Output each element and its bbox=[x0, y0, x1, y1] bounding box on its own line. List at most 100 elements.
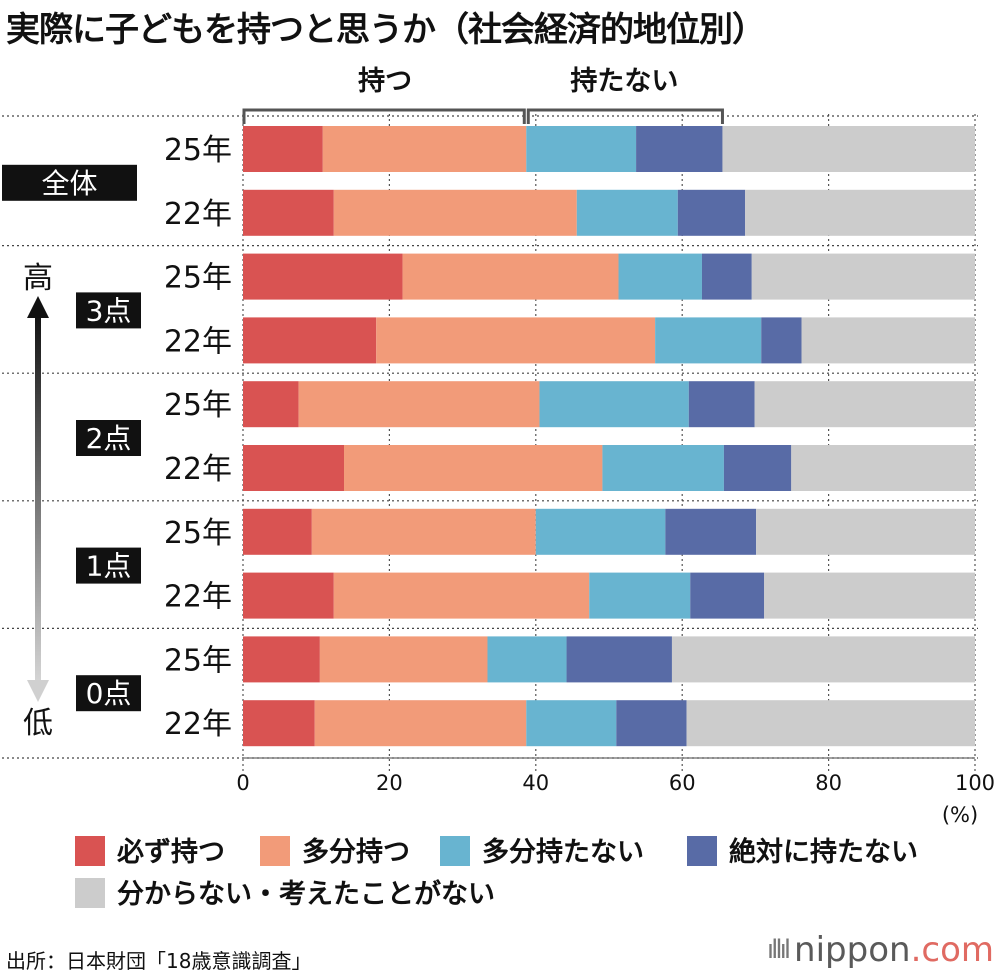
bar-segment bbox=[333, 189, 577, 236]
x-tick-label: 0 bbox=[236, 771, 249, 795]
legend-item: 分からない・考えたことがない bbox=[75, 872, 495, 911]
bar-segment bbox=[243, 508, 312, 555]
bar-segment bbox=[665, 508, 757, 555]
legend-label: 分からない・考えたことがない bbox=[117, 879, 495, 910]
bar-segment bbox=[526, 126, 637, 172]
bar-segment bbox=[243, 700, 315, 747]
legend-item: 多分持たない bbox=[440, 830, 644, 869]
bar-segment bbox=[602, 445, 724, 491]
chart-title: 実際に子どもを持つと思うか（社会経済的地位別） bbox=[6, 10, 766, 50]
bar-segment bbox=[539, 381, 689, 428]
source-note: 出所：日本財団「18歳意識調査」 bbox=[6, 949, 312, 973]
group-label: 1点 bbox=[86, 550, 132, 583]
group-label-box bbox=[76, 547, 141, 584]
year-label: 22年 bbox=[164, 707, 232, 742]
bar-segment bbox=[801, 317, 975, 364]
arrow-high-label: 高 bbox=[23, 261, 53, 296]
bar-segment bbox=[756, 508, 975, 555]
brand-suffix: .com bbox=[910, 930, 994, 970]
year-label: 25年 bbox=[164, 643, 232, 678]
year-label: 25年 bbox=[164, 516, 232, 551]
arrow-down-head bbox=[27, 680, 49, 702]
group-label-box bbox=[76, 420, 141, 456]
bar-segment bbox=[751, 253, 975, 300]
bar-segment bbox=[243, 381, 299, 428]
year-label: 22年 bbox=[164, 580, 232, 615]
sound-wave-icon: ıllıl bbox=[766, 935, 791, 965]
legend-item: 多分持つ bbox=[260, 830, 410, 869]
bar-segment bbox=[690, 572, 765, 619]
x-tick-label: 60 bbox=[669, 771, 696, 795]
bracket-have bbox=[242, 108, 526, 124]
legend-swatch bbox=[75, 836, 105, 866]
bar-segment bbox=[322, 126, 527, 172]
bar-segment bbox=[487, 636, 567, 683]
year-label: 22年 bbox=[164, 197, 232, 232]
legend-swatch bbox=[260, 836, 290, 866]
bar-segment bbox=[319, 636, 488, 683]
bracket-label-have: 持つ bbox=[358, 66, 412, 97]
year-label: 22年 bbox=[164, 324, 232, 359]
group-label: 2点 bbox=[86, 422, 132, 455]
bar-segment bbox=[686, 700, 975, 747]
year-label: 22年 bbox=[164, 452, 232, 487]
year-label: 25年 bbox=[164, 261, 232, 296]
x-unit-label: (%) bbox=[942, 803, 978, 827]
bar-segment bbox=[402, 253, 619, 300]
bar-segment bbox=[745, 189, 975, 236]
legend-item: 必ず持つ bbox=[75, 830, 225, 869]
bar-segment bbox=[576, 189, 678, 236]
group-label-box bbox=[2, 164, 137, 201]
legend-item: 絶対に持たない bbox=[687, 830, 918, 869]
bar-segment bbox=[723, 445, 792, 491]
bar-segment bbox=[243, 253, 403, 300]
bracket-label-not-have: 持たない bbox=[570, 66, 678, 97]
bar-segment bbox=[311, 508, 536, 555]
bar-segment bbox=[688, 381, 755, 428]
bar-segment bbox=[671, 636, 975, 683]
bar-segment bbox=[526, 700, 617, 747]
bar-segment bbox=[298, 381, 540, 428]
bracket-not-have bbox=[526, 108, 724, 124]
bar-segment bbox=[566, 636, 672, 683]
year-label: 25年 bbox=[164, 388, 232, 423]
group-label: 3点 bbox=[86, 294, 132, 327]
bar-segment bbox=[243, 445, 345, 491]
bar-segment bbox=[764, 572, 975, 619]
bar-segment bbox=[376, 317, 656, 364]
bar-segment bbox=[655, 317, 762, 364]
group-label: 0点 bbox=[86, 677, 132, 710]
x-tick-label: 40 bbox=[522, 771, 549, 795]
bar-segment bbox=[618, 253, 702, 300]
legend-label: 多分持つ bbox=[302, 837, 410, 868]
legend-swatch bbox=[75, 878, 105, 908]
arrow-up-head bbox=[27, 296, 49, 318]
bar-segment bbox=[677, 189, 746, 236]
group-label-box bbox=[76, 292, 141, 329]
bar-segment bbox=[791, 445, 975, 491]
bar-segment bbox=[314, 700, 527, 747]
bar-segment bbox=[535, 508, 666, 555]
group-label-box bbox=[76, 675, 141, 712]
legend-label: 多分持たない bbox=[482, 837, 644, 868]
bar-segment bbox=[243, 317, 377, 364]
bar-segment bbox=[589, 572, 691, 619]
bar-segment bbox=[616, 700, 687, 747]
bar-segment bbox=[761, 317, 802, 364]
legend-swatch bbox=[440, 836, 470, 866]
bar-segment bbox=[243, 126, 323, 172]
bar-segment bbox=[701, 253, 752, 300]
x-tick-label: 20 bbox=[376, 771, 403, 795]
bar-segment bbox=[344, 445, 603, 491]
legend-label: 必ず持つ bbox=[117, 837, 225, 868]
bar-segment bbox=[333, 572, 590, 619]
year-label: 25年 bbox=[164, 133, 232, 168]
arrow-low-label: 低 bbox=[23, 706, 53, 741]
group-label: 全体 bbox=[41, 167, 97, 200]
x-tick-label: 80 bbox=[815, 771, 842, 795]
x-tick-label: 100 bbox=[955, 771, 995, 795]
brand-name: nippon bbox=[794, 930, 911, 970]
legend-swatch bbox=[687, 836, 717, 866]
bar-segment bbox=[243, 636, 320, 683]
